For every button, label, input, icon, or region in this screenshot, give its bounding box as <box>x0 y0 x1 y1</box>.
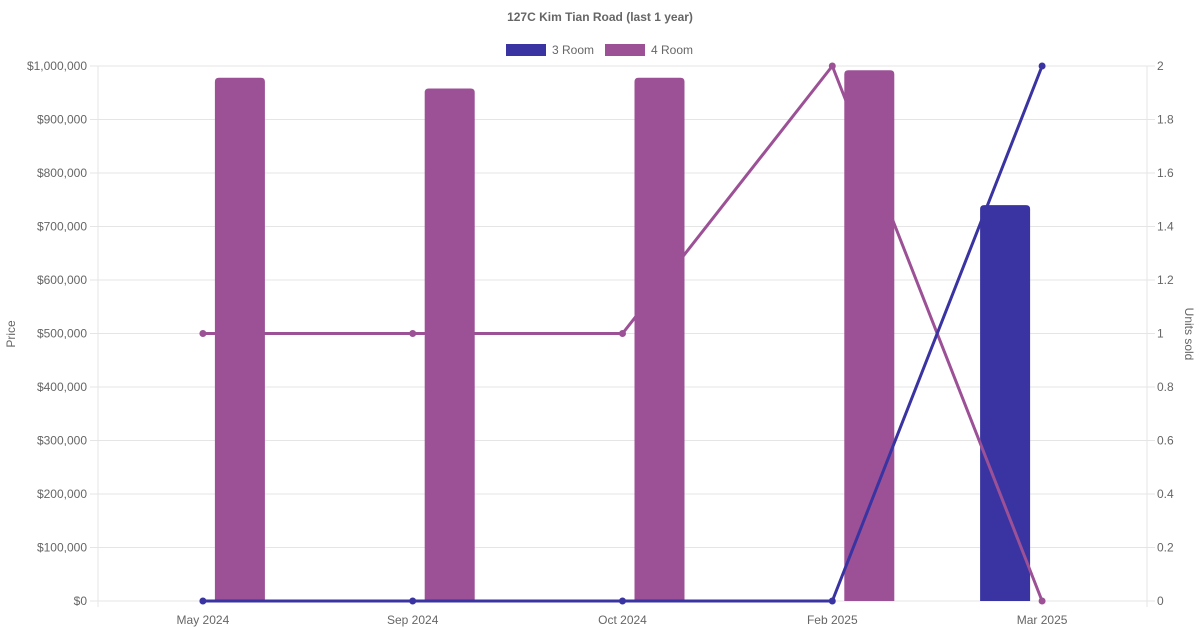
point-4-room[interactable] <box>199 330 207 337</box>
point-3-room[interactable] <box>828 597 836 605</box>
point-4-room[interactable] <box>828 62 836 70</box>
x-tick-label: Oct 2024 <box>598 613 647 627</box>
legend-swatch-3-room[interactable] <box>506 44 546 56</box>
y-right-tick-label: 0.8 <box>1157 380 1174 394</box>
y-right-tick-label: 1.4 <box>1157 220 1174 234</box>
legend-label-4-room[interactable]: 4 Room <box>651 43 693 57</box>
y-left-tick-label: $0 <box>74 594 88 608</box>
point-4-room[interactable] <box>409 330 417 337</box>
y-right-tick-label: 0.2 <box>1157 541 1174 555</box>
price-bars <box>214 70 1031 602</box>
y-right-axis-title: Units sold <box>1182 308 1196 361</box>
bar-4-room[interactable] <box>424 88 475 602</box>
x-axis-ticks: May 2024 Sep 2024 Oct 2024 Feb 2025 Mar 2025 <box>177 613 1068 627</box>
y-left-tick-label: $900,000 <box>37 113 87 127</box>
point-4-room[interactable] <box>1038 597 1046 605</box>
units-sold-lines <box>199 62 1046 605</box>
x-tick-label: Feb 2025 <box>807 613 858 627</box>
y-right-tick-label: 1.2 <box>1157 273 1174 287</box>
y-left-tick-label: $500,000 <box>37 327 87 341</box>
y-right-tick-label: 0.6 <box>1157 434 1174 448</box>
right-axis-ticks: 0 0.2 0.4 0.6 0.8 1 1.2 1.4 1.6 1.8 2 <box>1157 59 1174 608</box>
x-tick-label: May 2024 <box>177 613 230 627</box>
bar-3-room[interactable] <box>980 205 1031 601</box>
x-tick-label: Sep 2024 <box>387 613 439 627</box>
y-left-tick-label: $1,000,000 <box>27 59 87 73</box>
left-axis-ticks: $0 $100,000 $200,000 $300,000 $400,000 $500,0… <box>27 59 87 608</box>
y-left-tick-label: $300,000 <box>37 434 87 448</box>
bar-4-room[interactable] <box>214 77 265 601</box>
y-right-tick-label: 1.8 <box>1157 113 1174 127</box>
y-left-tick-label: $800,000 <box>37 166 87 180</box>
y-left-tick-label: $100,000 <box>37 541 87 555</box>
y-right-tick-label: 0 <box>1157 594 1164 608</box>
y-left-tick-label: $400,000 <box>37 380 87 394</box>
point-3-room[interactable] <box>199 597 207 605</box>
y-right-tick-label: 1.6 <box>1157 166 1174 180</box>
point-3-room[interactable] <box>409 597 417 605</box>
y-left-tick-label: $200,000 <box>37 487 87 501</box>
y-left-axis-title: Price <box>4 320 18 348</box>
point-3-room[interactable] <box>619 597 626 605</box>
legend-swatch-4-room[interactable] <box>605 44 645 56</box>
chart-title: 127C Kim Tian Road (last 1 year) <box>507 10 693 24</box>
bar-4-room[interactable] <box>844 70 895 601</box>
x-tick-label: Mar 2025 <box>1017 613 1068 627</box>
y-left-tick-label: $600,000 <box>37 273 87 287</box>
y-right-tick-label: 2 <box>1157 59 1164 73</box>
legend-label-3-room[interactable]: 3 Room <box>552 43 594 57</box>
point-3-room[interactable] <box>1038 62 1046 70</box>
bar-4-room[interactable] <box>634 77 685 601</box>
legend[interactable]: 3 Room 4 Room <box>506 43 693 57</box>
point-4-room[interactable] <box>619 330 626 337</box>
y-left-tick-label: $700,000 <box>37 220 87 234</box>
y-right-tick-label: 0.4 <box>1157 487 1174 501</box>
y-right-tick-label: 1 <box>1157 327 1164 341</box>
